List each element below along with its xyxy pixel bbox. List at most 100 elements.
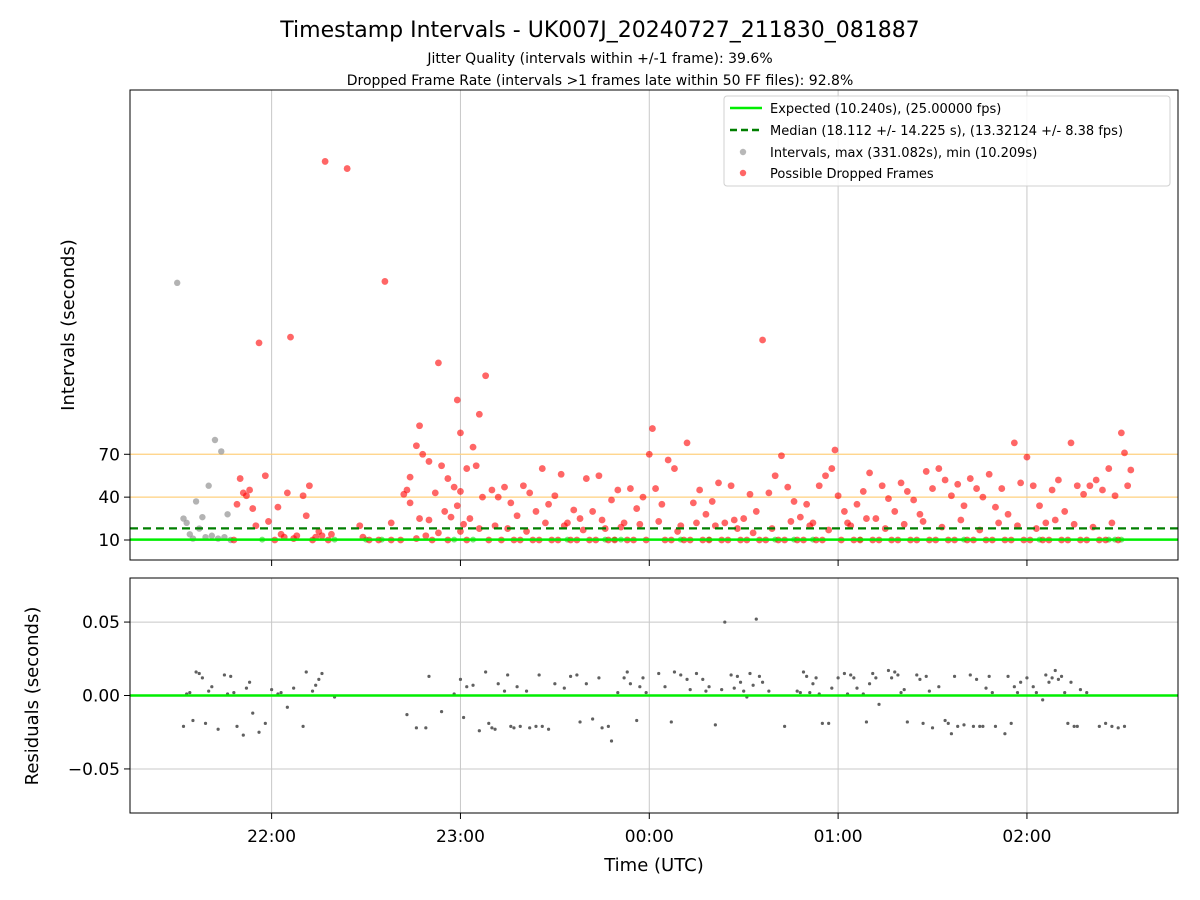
dropped-frame-point [787,518,795,525]
dropped-frame-point [859,488,867,495]
dropped-frame-point [897,479,905,487]
dropped-frame-point [328,530,335,538]
residual-point [867,682,872,686]
residual-point [1047,680,1051,684]
dropped-frame-point [1124,482,1132,490]
dropped-frame-point [765,489,773,497]
dropped-frame-point [617,523,625,531]
residual-point [808,690,812,695]
residual-point [1041,698,1045,702]
residual-point [852,676,856,680]
residual-point [943,718,947,723]
residual-point [952,674,957,679]
dropped-frame-point [1029,482,1037,490]
residual-point [188,690,192,695]
dropped-frame-point [822,472,829,480]
dropped-frame-point [671,465,678,472]
residual-point [562,686,566,690]
dropped-frame-point [693,519,700,527]
residual-point [836,676,840,680]
dropped-frame-point [435,529,442,537]
intervals-y-tick-label: 40 [98,488,120,508]
dropped-frame-point [960,502,968,510]
residual-point [609,739,614,743]
residual-point [232,690,236,695]
residuals-y-tick-label: 0.00 [82,687,120,707]
dropped-frame-point [752,508,760,515]
dropped-frame-point [283,489,291,497]
residual-point [842,671,847,676]
interval-point [205,482,212,489]
dropped-frame-point [1004,510,1012,518]
dropped-frame-point [1070,520,1078,528]
residual-point [956,724,960,728]
dropped-frame-point [488,486,496,494]
dropped-frame-point [406,499,414,507]
interval-point [199,513,206,521]
dropped-frame-point [1055,476,1062,484]
dropped-frame-point [475,525,483,532]
dropped-frame-point [759,336,766,344]
interval-point [218,448,225,455]
dropped-frame-point [412,442,420,450]
residual-point [257,730,261,734]
residual-point [427,674,431,679]
residual-point [672,670,677,674]
dropped-frame-point [589,508,597,515]
residual-point [754,617,758,621]
residual-point [1069,680,1073,684]
residual-point [591,717,595,721]
interval-point [183,519,190,527]
dropped-frame-point [453,502,461,510]
dropped-frame-point [416,515,423,522]
residual-point [518,724,522,728]
dropped-frame-point [403,486,411,494]
dropped-frame-point [910,496,918,504]
dropped-frame-point [935,465,943,472]
residual-point [735,674,739,679]
residual-point [1006,674,1010,679]
dropped-frame-point [1080,490,1087,498]
residual-point [1104,721,1108,726]
residuals-y-label: Residuals (seconds) [22,607,43,786]
residual-point [304,670,308,674]
dropped-frame-point [878,482,886,490]
dropped-frame-point [532,508,540,515]
dropped-frame-point [466,515,474,522]
residual-point [720,688,724,692]
dropped-frame-point [658,500,666,508]
residual-point [748,671,752,676]
dropped-frame-point [305,482,313,490]
dropped-frame-point [293,532,301,540]
residual-point [285,705,289,709]
residual-point [490,726,494,730]
interval-point [211,436,219,444]
dropped-frame-point [249,505,257,512]
dropped-frame-point [441,508,449,515]
dropped-frame-point [815,482,823,490]
residual-point [918,677,922,681]
dropped-frame-point [778,452,785,460]
dropped-frame-point [501,483,508,491]
residual-point [207,689,211,693]
residual-point [795,689,799,693]
dropped-frame-point [1051,516,1059,524]
residual-point [496,682,500,686]
dropped-frame-point [233,500,241,508]
residual-point [1122,724,1127,728]
dropped-frame-point [1048,486,1056,494]
dropped-frame-point [645,450,653,458]
residual-point [181,724,186,728]
residual-point [1063,690,1067,695]
interval-point [224,511,231,518]
dropped-frame-point [542,519,549,527]
dropped-frame-point [1036,502,1043,510]
legend-intervals-label: Intervals, max (331.082s), min (10.209s) [770,146,1037,161]
dropped-frame-point [422,532,430,540]
dropped-frame-point [381,278,389,285]
residual-point [270,688,274,692]
intervals-y-tick-label: 70 [98,445,120,465]
dropped-frame-point [831,446,839,454]
residual-point [669,720,673,724]
residual-point [638,685,642,689]
